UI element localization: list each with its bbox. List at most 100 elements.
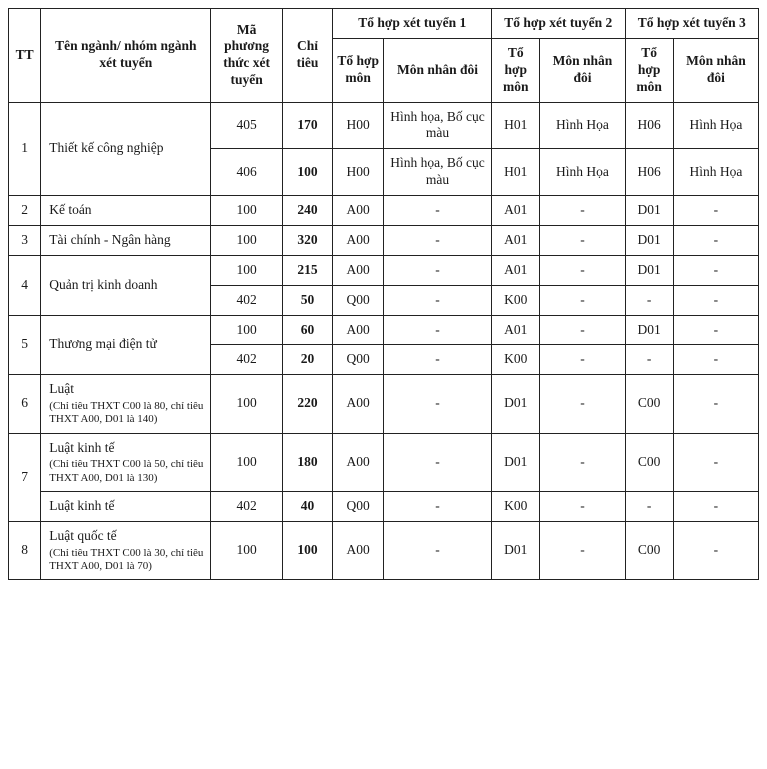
major-name-text: Kế toán [49,202,91,217]
g3-subjects: D01 [625,255,673,285]
g2-double: - [540,225,625,255]
table-row: Luật kinh tế40240Q00-K00--- [9,491,759,521]
table-row: 4Quản trị kinh doanh100215A00-A01-D01- [9,255,759,285]
major-name: Luật kinh tế (Chỉ tiêu THXT C00 là 50, ch… [41,433,211,491]
g1-double: - [383,345,491,375]
table-row: 1Thiết kế công nghiệp405170H00Hình họa, … [9,102,759,149]
g3-double: - [673,315,758,345]
g3-subjects: D01 [625,315,673,345]
method-code: 100 [211,375,282,433]
table-row: 5Thương mại điện tử10060A00-A01-D01- [9,315,759,345]
g3-subjects: - [625,345,673,375]
major-name: Kế toán [41,196,211,226]
g2-double: - [540,315,625,345]
major-name-text: Luật [49,381,74,396]
table-row: 7Luật kinh tế(Chỉ tiêu THXT C00 là 50, c… [9,433,759,491]
col-g2-subgroup: Tổ hợp môn [492,38,540,102]
g2-double: Hình Họa [540,149,625,196]
g1-subjects: Q00 [333,285,384,315]
method-code: 100 [211,315,282,345]
g2-double: Hình Họa [540,102,625,149]
tt-cell: 2 [9,196,41,226]
g1-subjects: A00 [333,196,384,226]
g3-double: Hình Họa [673,149,758,196]
g3-subjects: C00 [625,433,673,491]
quota: 220 [282,375,333,433]
g2-subjects: D01 [492,375,540,433]
quota: 320 [282,225,333,255]
g2-subjects: A01 [492,225,540,255]
quota: 100 [282,149,333,196]
g2-double: - [540,285,625,315]
g3-subjects: H06 [625,102,673,149]
g3-double: - [673,345,758,375]
g3-subjects: - [625,285,673,315]
method-code: 100 [211,255,282,285]
major-name: Luật (Chỉ tiêu THXT C00 là 80, chỉ tiêu T… [41,375,211,433]
g1-subjects: A00 [333,375,384,433]
quota: 20 [282,345,333,375]
quota: 40 [282,491,333,521]
g3-double: - [673,375,758,433]
col-tt: TT [9,9,41,103]
g3-double: - [673,225,758,255]
major-name: Tài chính - Ngân hàng [41,225,211,255]
g1-double: - [383,196,491,226]
major-name: Thiết kế công nghiệp [41,102,211,196]
g3-double: - [673,285,758,315]
g2-double: - [540,521,625,579]
major-name-text: Luật kinh tế [49,440,114,455]
g1-subjects: A00 [333,225,384,255]
quota: 240 [282,196,333,226]
g2-subjects: K00 [492,491,540,521]
major-name: Quản trị kinh doanh [41,255,211,315]
table-row: 2Kế toán100240A00-A01-D01- [9,196,759,226]
col-group2: Tổ hợp xét tuyển 2 [492,9,625,39]
g2-subjects: D01 [492,521,540,579]
g2-subjects: D01 [492,433,540,491]
g1-subjects: A00 [333,255,384,285]
method-code: 406 [211,149,282,196]
col-g2-double: Môn nhân đôi [540,38,625,102]
tt-cell: 3 [9,225,41,255]
g2-subjects: K00 [492,285,540,315]
g2-subjects: A01 [492,196,540,226]
g1-double: - [383,255,491,285]
col-g3-double: Môn nhân đôi [673,38,758,102]
major-name-text: Tài chính - Ngân hàng [49,232,170,247]
major-note: (Chỉ tiêu THXT C00 là 80, chỉ tiêu THXT … [49,400,206,426]
g1-double: Hình họa, Bố cục màu [383,149,491,196]
major-name: Thương mại điện tử [41,315,211,375]
method-code: 405 [211,102,282,149]
major-name: Luật quốc tế(Chỉ tiêu THXT C00 là 30, ch… [41,521,211,579]
g1-subjects: H00 [333,149,384,196]
table-row: 8Luật quốc tế(Chỉ tiêu THXT C00 là 30, c… [9,521,759,579]
g2-subjects: K00 [492,345,540,375]
g3-subjects: D01 [625,225,673,255]
g3-subjects: C00 [625,375,673,433]
table-row: 6Luật(Chỉ tiêu THXT C00 là 80, chỉ tiêu … [9,375,759,433]
method-code: 100 [211,521,282,579]
col-quota: Chỉ tiêu [282,9,333,103]
col-method: Mã phương thức xét tuyển [211,9,282,103]
col-g3-subgroup: Tổ hợp môn [625,38,673,102]
tt-cell: 8 [9,521,41,579]
g2-double: - [540,433,625,491]
col-name: Tên ngành/ nhóm ngành xét tuyển [41,9,211,103]
g3-subjects: - [625,491,673,521]
col-g1-subgroup: Tổ hợp môn [333,38,384,102]
method-code: 402 [211,285,282,315]
major-note: (Chỉ tiêu THXT C00 là 50, chỉ tiêu THXT … [49,458,206,484]
g2-subjects: A01 [492,315,540,345]
g2-double: - [540,491,625,521]
g3-double: - [673,196,758,226]
quota: 170 [282,102,333,149]
major-name-text: Quản trị kinh doanh [49,277,157,292]
g3-subjects: C00 [625,521,673,579]
method-code: 100 [211,225,282,255]
g2-double: - [540,345,625,375]
g1-double: - [383,375,491,433]
g3-double: Hình Họa [673,102,758,149]
g1-double: - [383,491,491,521]
quota: 50 [282,285,333,315]
